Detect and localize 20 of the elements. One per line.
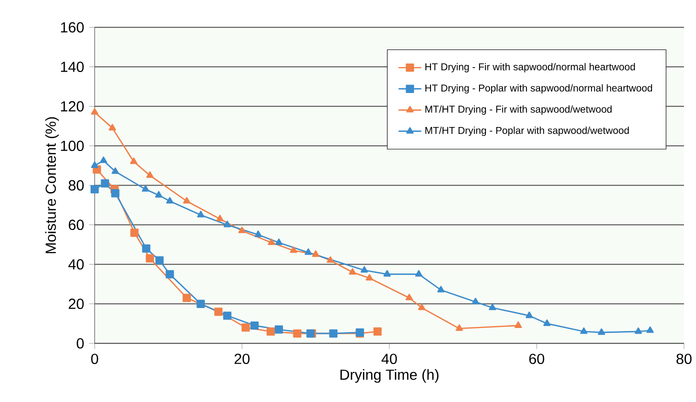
y-tick-label: 120 bbox=[61, 101, 84, 112]
legend-label: HT Drying - Fir with sapwood/normal heartwood bbox=[425, 63, 635, 72]
x-tick-label: 60 bbox=[529, 354, 544, 364]
y-tick-label: 60 bbox=[68, 220, 84, 230]
x-tick-label: 80 bbox=[676, 354, 692, 364]
y-axis-title: Moisture Content (%) bbox=[45, 117, 59, 254]
x-tick-label: 0 bbox=[91, 354, 98, 364]
y-tick-label: 80 bbox=[68, 180, 84, 191]
x-tick-label: 20 bbox=[234, 354, 250, 364]
legend-label: MT/HT Drying - Poplar with sapwood/wetwood bbox=[425, 126, 629, 136]
y-tick-label: 40 bbox=[68, 259, 84, 270]
y-tick-label: 140 bbox=[61, 62, 84, 72]
y-tick-label: 160 bbox=[61, 22, 84, 33]
legend-label: HT Drying - Poplar with sapwood/normal heartwood bbox=[425, 84, 652, 94]
legend-label: MT/HT Drying - Fir with sapwood/wetwood bbox=[425, 105, 612, 115]
x-tick-label: 40 bbox=[382, 354, 397, 364]
y-tick-label: 0 bbox=[76, 338, 84, 349]
y-tick-label: 20 bbox=[68, 298, 84, 310]
x-axis-title: Drying Time (h) bbox=[340, 369, 438, 383]
y-tick-label: 100 bbox=[61, 140, 84, 152]
